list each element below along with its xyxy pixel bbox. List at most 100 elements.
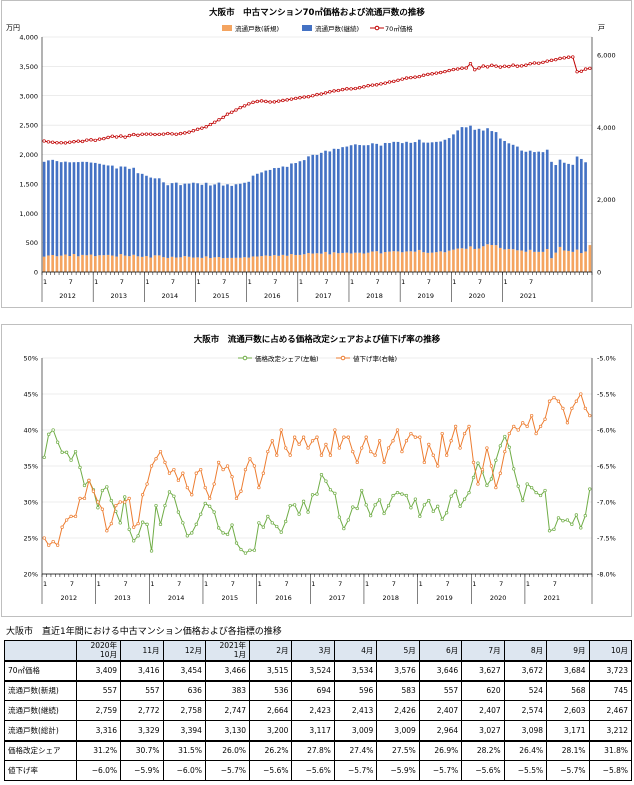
bar-new-listing	[499, 247, 502, 272]
bar-new-listing	[456, 248, 460, 272]
price-point	[579, 69, 583, 73]
price-point	[340, 87, 345, 92]
table-cell: 3,200	[249, 720, 293, 741]
bar-continuing-listing	[217, 182, 221, 257]
price-cut-rate-point	[199, 467, 203, 472]
bar-continuing-listing	[247, 181, 251, 258]
price-point	[55, 141, 59, 145]
revision-share-point	[149, 549, 154, 553]
y-left-tick-label: 3,000	[19, 92, 38, 100]
price-point	[404, 76, 409, 80]
revision-share-point	[176, 510, 181, 514]
revision-share-point	[351, 505, 355, 509]
bar-new-listing	[98, 255, 101, 272]
bar-continuing-listing	[486, 128, 489, 245]
bar-new-listing	[221, 258, 225, 272]
bar-new-listing	[106, 254, 110, 272]
revision-share-point	[445, 511, 449, 515]
price-point	[93, 138, 97, 142]
bar-continuing-listing	[255, 173, 259, 257]
price-cut-rate-point	[132, 525, 136, 529]
bar-continuing-listing	[277, 167, 280, 256]
revision-share-point	[391, 493, 395, 498]
legend-label: 価格改定シェア(左軸)	[255, 354, 319, 363]
bar-new-listing	[209, 257, 212, 272]
price-point	[353, 86, 358, 91]
price-cut-rate-point	[333, 428, 337, 432]
row-label: 流通戸数(総計)	[4, 720, 77, 741]
y-right-unit: 戸	[598, 24, 605, 32]
revision-share-point	[498, 444, 502, 448]
price-cut-rate-point	[306, 446, 310, 450]
bar-continuing-listing	[366, 145, 370, 253]
bar-continuing-listing	[179, 185, 182, 258]
price-point	[102, 136, 106, 141]
bar-continuing-listing	[533, 152, 536, 252]
y-left-tick-label: 2,500	[19, 122, 38, 130]
bar-continuing-listing	[443, 139, 447, 253]
price-cut-rate-point	[391, 439, 395, 443]
header-month: 9月	[573, 645, 586, 655]
price-point	[336, 88, 340, 93]
table-cell: 28.1%	[546, 739, 590, 761]
price-cut-rate-point	[225, 464, 230, 468]
price-point	[136, 133, 140, 137]
revision-share-point	[154, 503, 158, 508]
bar-continuing-listing	[42, 161, 46, 257]
bar-continuing-listing	[59, 162, 63, 256]
bar-continuing-listing	[392, 141, 396, 252]
y-right-tick-label: -6.0%	[597, 427, 616, 435]
x-year-label: 2021	[520, 292, 537, 300]
bar-continuing-listing	[204, 182, 208, 257]
bar-continuing-listing	[358, 145, 361, 253]
price-point	[298, 96, 302, 100]
x-year-label: 2012	[59, 292, 76, 300]
bar-continuing-listing	[170, 183, 174, 257]
price-cut-rate-point	[503, 449, 507, 454]
bar-continuing-listing	[145, 175, 148, 257]
bar-continuing-listing	[89, 162, 93, 255]
bar-new-listing	[264, 255, 268, 272]
bar-continuing-listing	[55, 161, 59, 257]
price-point	[63, 141, 68, 145]
bar-new-listing	[85, 255, 89, 272]
bar-continuing-listing	[234, 184, 238, 258]
table-column-header: 3月	[291, 640, 335, 661]
bar-continuing-listing	[68, 162, 72, 257]
header-year: 2020年	[90, 641, 118, 651]
price-point	[294, 96, 298, 101]
bar-continuing-listing	[213, 184, 216, 258]
revision-share-point	[364, 503, 368, 507]
revision-share-point	[521, 498, 525, 503]
header-month: 2月	[276, 645, 289, 655]
price-point	[183, 131, 187, 135]
bar-continuing-listing	[119, 166, 123, 255]
price-point	[221, 115, 225, 120]
y-right-tick-label: -7.0%	[597, 499, 616, 507]
bar-continuing-listing	[422, 142, 425, 253]
table-column-header: 12月	[162, 640, 206, 661]
revision-share-point	[319, 472, 324, 477]
price-point	[400, 77, 404, 81]
bar-new-listing	[477, 248, 481, 272]
table-row: 値下げ率 −6.0% −5.9% −6.0% −5.7% −5.6% −5.6% −5.7% −…	[4, 760, 633, 781]
bar-new-listing	[290, 254, 293, 272]
bar-continuing-listing	[409, 142, 413, 252]
table-cell: 536	[249, 679, 293, 701]
price-cut-rate-point	[239, 489, 243, 493]
bar-continuing-listing	[311, 154, 315, 254]
price-cut-rate-point	[377, 439, 382, 443]
price-point	[328, 90, 332, 94]
revision-share-point	[158, 522, 163, 526]
table-cell: 2,772	[120, 700, 164, 721]
x-month-label: 1	[248, 278, 252, 286]
revision-share-point	[252, 548, 257, 552]
bar-new-listing	[580, 253, 583, 272]
bar-new-listing	[149, 257, 153, 272]
table-cell: 3,416	[120, 659, 164, 681]
price-point	[72, 140, 76, 144]
revision-share-point	[476, 461, 480, 465]
revision-share-point	[123, 495, 127, 499]
revision-share-point	[360, 488, 364, 493]
bar-continuing-listing	[85, 161, 89, 256]
